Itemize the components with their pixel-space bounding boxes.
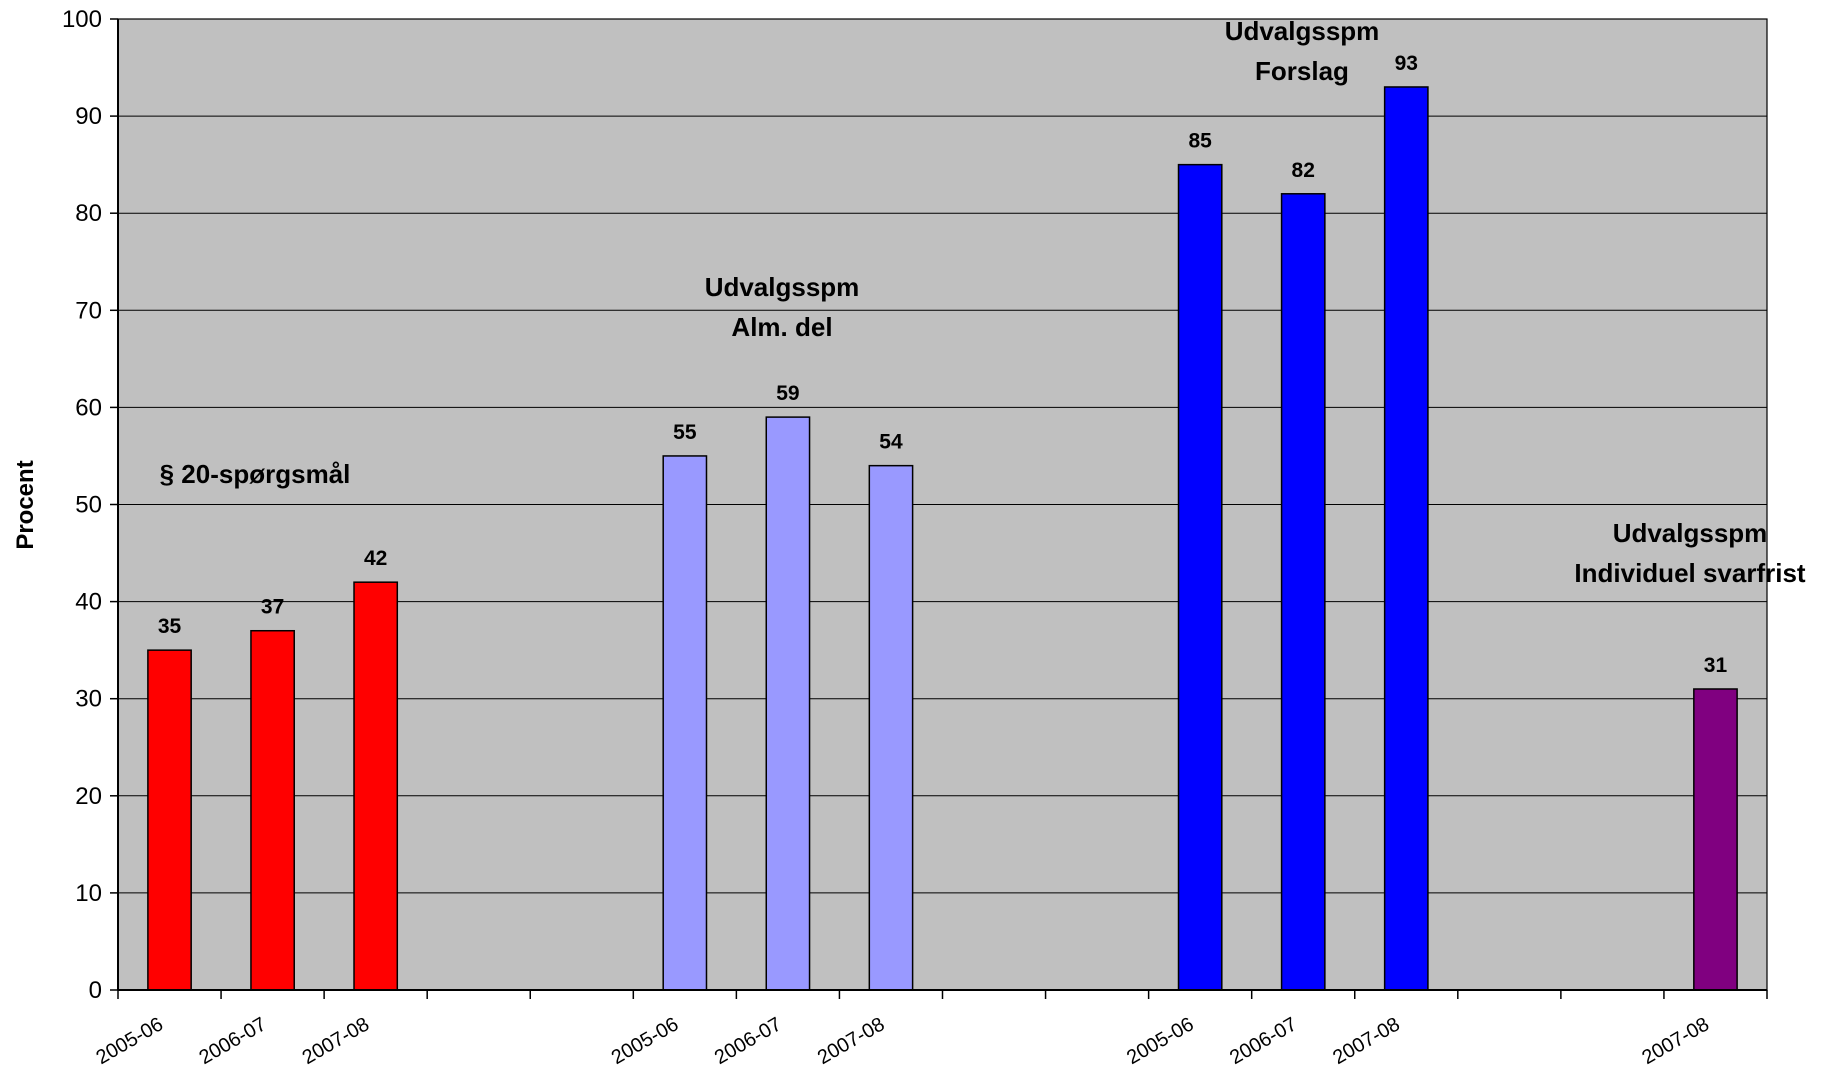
x-tick-label: 2005-06 xyxy=(1123,1013,1198,1069)
x-tick-label: 2007-08 xyxy=(1329,1013,1404,1069)
bar xyxy=(765,416,811,991)
data-label: 55 xyxy=(673,421,697,444)
data-label: 59 xyxy=(776,382,799,405)
bar xyxy=(1280,193,1326,991)
data-label: 85 xyxy=(1188,130,1212,153)
x-tick-label: 2006-07 xyxy=(711,1013,786,1069)
y-tick-label: 30 xyxy=(75,686,102,713)
y-tick-label: 50 xyxy=(75,492,102,519)
y-tick-label: 60 xyxy=(75,394,102,421)
y-tick-label: 40 xyxy=(75,589,102,616)
bar xyxy=(250,629,295,991)
bar xyxy=(1693,688,1738,991)
x-tick-label: 2007-08 xyxy=(299,1013,374,1069)
group-annotation: Udvalgsspm xyxy=(1225,16,1380,46)
bar xyxy=(1383,86,1429,991)
y-tick-label: 70 xyxy=(75,297,102,324)
x-tick-label: 2006-07 xyxy=(1226,1013,1301,1069)
y-axis-title: Procent xyxy=(12,460,39,549)
bar xyxy=(1177,163,1223,991)
y-tick-label: 100 xyxy=(62,6,102,33)
bar xyxy=(353,581,399,991)
data-label: 42 xyxy=(364,547,387,570)
data-label: 35 xyxy=(158,615,182,638)
bar xyxy=(147,649,192,991)
x-tick-label: 2005-06 xyxy=(92,1013,167,1069)
bar xyxy=(662,455,708,991)
y-tick-label: 0 xyxy=(89,977,102,1004)
group-annotation: Udvalgsspm xyxy=(705,272,860,302)
x-tick-label: 2007-08 xyxy=(1638,1013,1713,1069)
y-tick-label: 20 xyxy=(75,783,102,810)
data-label: 31 xyxy=(1704,654,1728,677)
data-label: 54 xyxy=(879,431,903,454)
bars xyxy=(147,86,1738,991)
data-label: 93 xyxy=(1395,52,1418,75)
y-tick-label: 10 xyxy=(75,880,102,907)
data-label: 37 xyxy=(261,596,284,619)
axes: 0 10 20 30 40 50 60 70 80 90 100 xyxy=(62,6,1768,1004)
group-annotation: Forslag xyxy=(1255,56,1349,86)
x-tick-label: 2006-07 xyxy=(196,1013,271,1069)
x-tick-label: 2005-06 xyxy=(608,1013,683,1069)
y-tick-label: 90 xyxy=(75,103,102,130)
group-annotation: Individuel svarfrist xyxy=(1574,558,1806,588)
bar xyxy=(868,464,914,991)
group-annotation: Udvalgsspm xyxy=(1613,518,1768,548)
data-label: 82 xyxy=(1292,159,1315,182)
group-annotation: Alm. del xyxy=(731,312,832,342)
group-annotation: § 20-spørgsmål xyxy=(160,459,351,489)
x-tick-label: 2007-08 xyxy=(814,1013,889,1069)
y-tick-label: 80 xyxy=(75,200,102,227)
